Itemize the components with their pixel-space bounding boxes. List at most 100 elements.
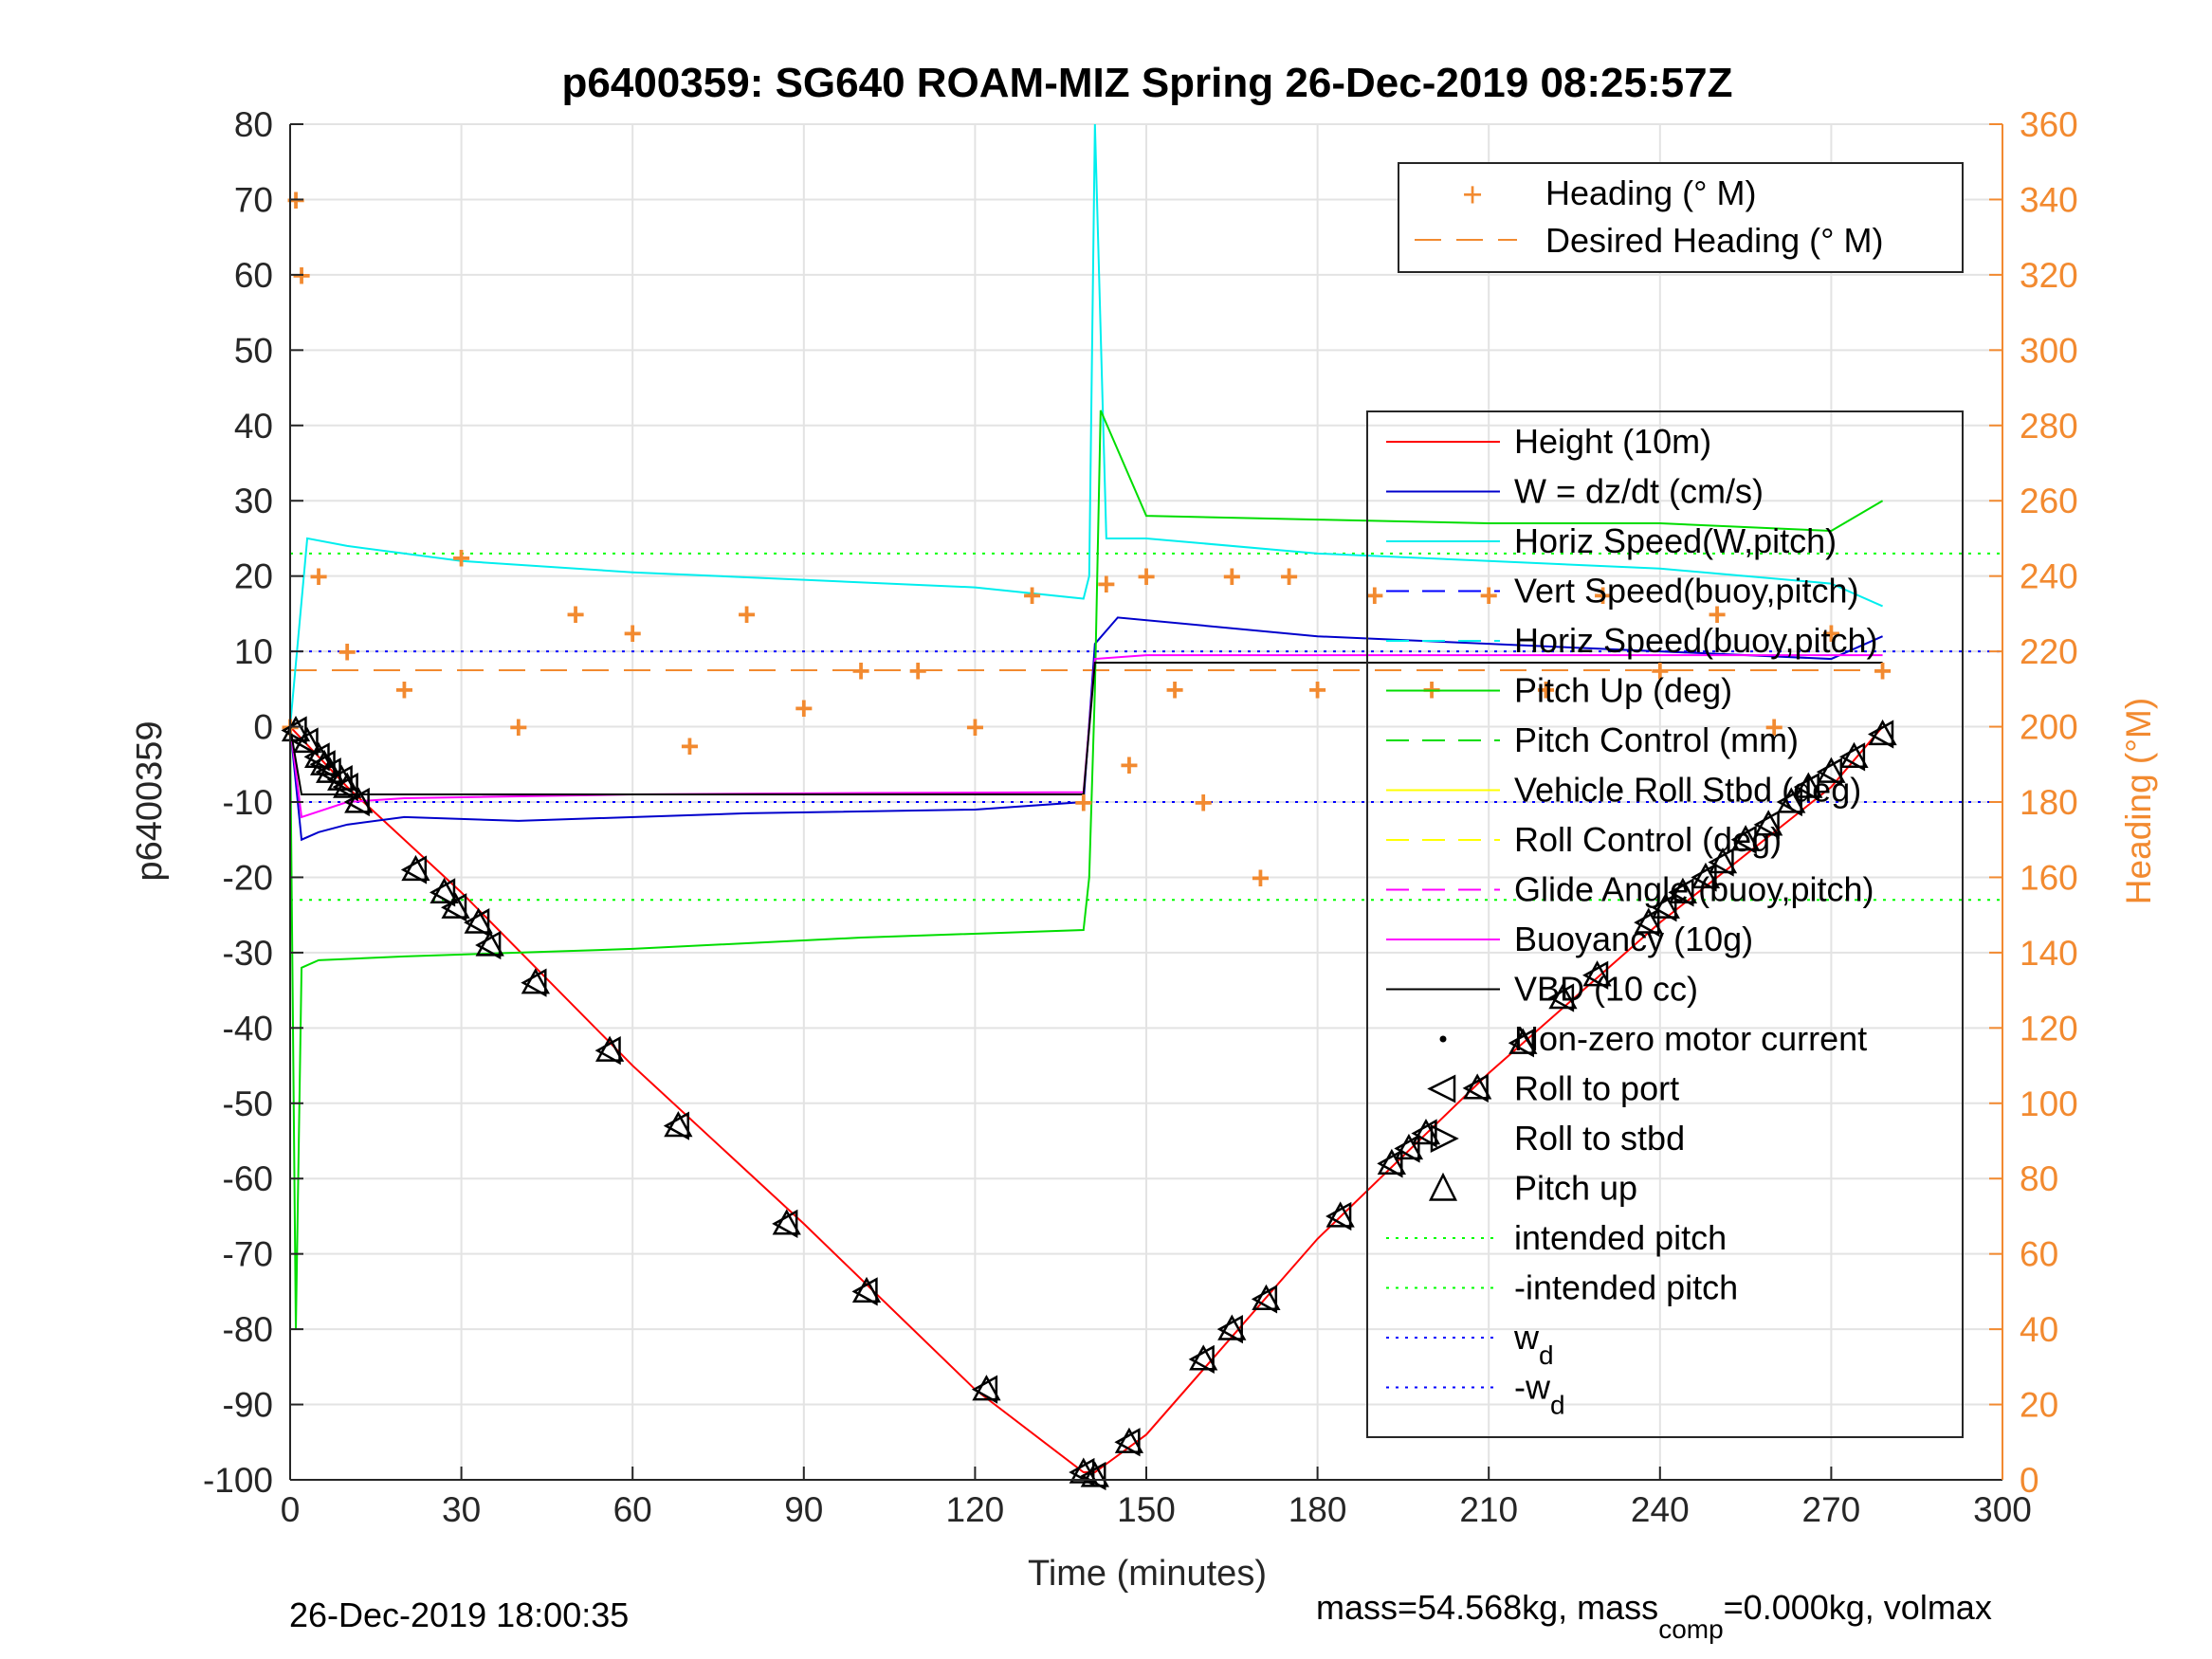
y-tick-label: -30 [223, 934, 273, 973]
y-tick-label: 40 [234, 407, 273, 446]
y-tick-label: 20 [234, 557, 273, 596]
roll-port-marker [1838, 742, 1866, 772]
y-right-tick-label: 240 [2020, 557, 2078, 596]
roll-port-marker [1080, 1461, 1106, 1491]
legend-label-text: Vert Speed(buoy,pitch) [1514, 572, 1859, 611]
roll-port-marker [1730, 825, 1757, 854]
pitch-up-marker [1839, 741, 1869, 768]
pitch-up-marker [1582, 960, 1612, 987]
legend-heading-marker: + [1462, 175, 1483, 214]
legend-label: Non-zero motor current [1514, 1019, 1867, 1058]
roll-port-marker [1325, 1201, 1352, 1231]
legend-row: Roll to stbd [1430, 1119, 1685, 1158]
motor-marker [1753, 810, 1783, 839]
legend-row: Buoyancy (10g) [1386, 920, 1753, 958]
legend-row: Roll Control (deg) [1386, 820, 1782, 859]
heading-point: + [1651, 653, 1670, 689]
motor-marker [1668, 877, 1698, 907]
y-right-tick-label: 20 [2020, 1386, 2058, 1425]
legend-swatch [1439, 1035, 1447, 1043]
legend-label-text: Non-zero motor current [1514, 1019, 1867, 1058]
x-tick-label: 210 [1459, 1490, 1518, 1529]
legend-main-box [1366, 410, 1964, 1438]
heading-point: + [1222, 559, 1241, 595]
legend-label: Pitch Control (mm) [1514, 720, 1799, 759]
y-tick-label: 50 [234, 331, 273, 370]
legend-row: Pitch Control (mm) [1386, 720, 1799, 759]
heading-point: + [1097, 567, 1116, 603]
y-right-tick-label: 0 [2020, 1461, 2039, 1500]
x-tick-label: 240 [1631, 1490, 1690, 1529]
legend-label: Vert Speed(buoy,pitch) [1514, 572, 1859, 611]
motor-marker [1730, 825, 1761, 854]
series-pitch-up-deg [289, 410, 1884, 1330]
motor-marker [343, 787, 374, 817]
motor-marker [400, 854, 430, 884]
pitch-up-marker [292, 726, 322, 754]
heading-point: + [795, 691, 814, 727]
y-right-axis-label: Heading (°M) [2119, 698, 2158, 904]
legend-label: Height (10m) [1514, 422, 1711, 461]
heading-point: + [309, 559, 328, 595]
legend-label: Roll to port [1514, 1069, 1679, 1108]
heading-point: + [566, 596, 585, 632]
roll-port-marker [1251, 1285, 1278, 1314]
legend-row: Height (10m) [1386, 422, 1711, 461]
legend-label-text: VBD (10 cc) [1514, 970, 1698, 1009]
motor-marker [292, 726, 322, 757]
motor-marker [1634, 907, 1663, 938]
heading-point: + [908, 653, 927, 689]
pitch-up-marker [521, 968, 550, 994]
legend-label-text: Pitch up [1514, 1169, 1637, 1208]
legend-label-text: -intended pitch [1514, 1268, 1738, 1307]
roll-port-marker [1634, 907, 1660, 938]
series-vbd-10-cc [289, 662, 1883, 796]
footer-mass-info: mass=54.568kg, masscomp=0.000kg, volmax [1316, 1588, 1992, 1644]
roll-port-marker [1582, 960, 1609, 990]
motor-marker [1251, 1284, 1281, 1314]
motor-marker [1691, 862, 1721, 892]
pitch-up-marker [1868, 719, 1897, 746]
footer-mass-tail: =0.000kg, volmax [1724, 1588, 1992, 1627]
heading-point: + [1023, 578, 1042, 614]
roll-port-marker [1793, 772, 1819, 802]
pitch-up-marker [1325, 1201, 1355, 1228]
heading-point: + [1764, 710, 1783, 746]
legend-label: Pitch Up (deg) [1514, 671, 1732, 710]
series-w-dz-dt-cm-s [289, 616, 1883, 842]
heading-point: + [1536, 672, 1555, 708]
pitch-up-marker [594, 1035, 625, 1062]
legend-label-text: Height (10m) [1514, 422, 1711, 461]
legend-row: Pitch Up (deg) [1386, 671, 1732, 710]
pitch-up-marker [1548, 982, 1578, 1010]
heading-point: + [623, 615, 642, 651]
y-right-tick-label: 60 [2020, 1235, 2058, 1274]
y-tick-label: -10 [223, 783, 273, 822]
y-right-tick-label: 320 [2020, 256, 2078, 295]
pitch-up-marker [1794, 772, 1823, 798]
legend-label: Roll Control (deg) [1514, 820, 1782, 859]
roll-port-marker [1868, 720, 1894, 749]
chart-title: p6400359: SG640 ROAM-MIZ Spring 26-Dec-2… [562, 60, 1733, 106]
legend-label: Vehicle Roll Stbd (deg) [1514, 771, 1861, 810]
legend-label-text: W = dz/dt (cm/s) [1514, 472, 1764, 511]
pitch-up-marker [430, 877, 459, 903]
pitch-up-marker [1817, 757, 1846, 783]
heading-point: + [509, 710, 528, 746]
legend-row: W = dz/dt (cm/s) [1386, 472, 1764, 511]
heading-point: + [1137, 559, 1156, 595]
legend-desired-heading-label: Desired Heading (° M) [1545, 221, 1884, 260]
motor-marker [971, 1375, 1001, 1404]
motor-marker [441, 892, 470, 922]
footer-timestamp: 26-Dec-2019 18:00:35 [289, 1595, 629, 1634]
pitch-up-marker [1634, 907, 1663, 934]
roll-port-marker [971, 1375, 998, 1404]
legend-label-text: w [1513, 1318, 1540, 1357]
pitch-up-marker [1463, 1073, 1492, 1100]
motor-marker [663, 1111, 693, 1140]
roll-port-marker [1651, 893, 1677, 922]
motor-marker [1080, 1461, 1109, 1491]
pitch-up-marker [1394, 1133, 1424, 1160]
roll-port-marker [464, 907, 490, 938]
